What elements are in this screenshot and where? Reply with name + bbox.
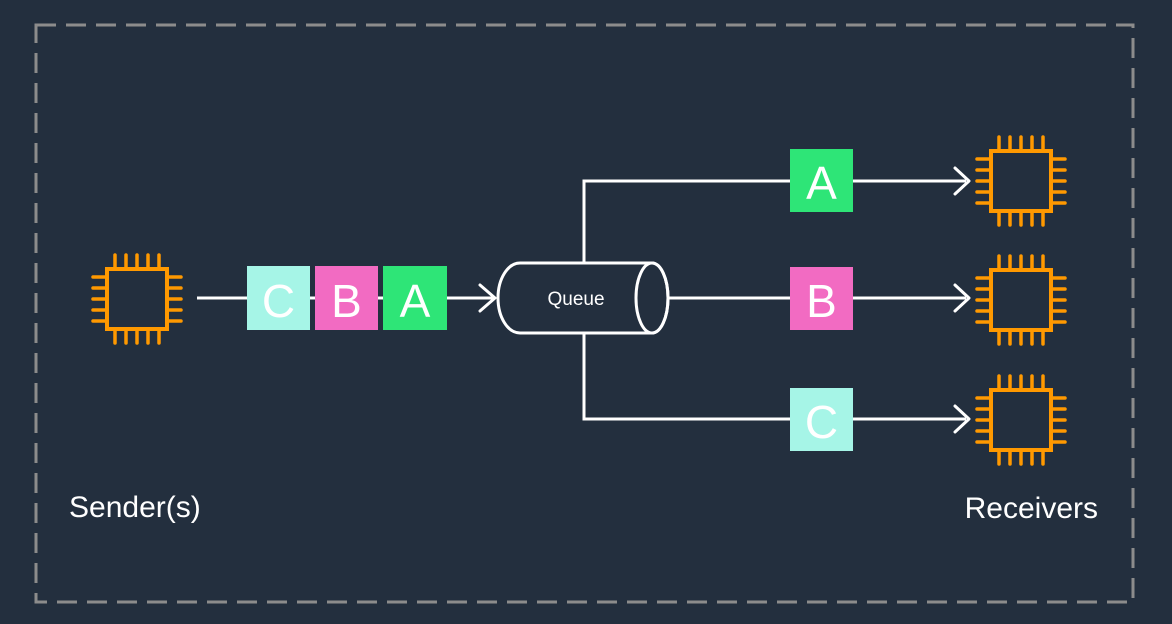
message-label: B xyxy=(806,275,837,327)
receiver-b-chip-icon xyxy=(975,254,1067,346)
receivers-label: Receivers xyxy=(965,492,1098,525)
fanout-up-line xyxy=(582,179,966,263)
delivered-message-a: A xyxy=(790,149,853,212)
message-in-transit-a: A xyxy=(383,266,447,330)
message-label: C xyxy=(262,275,295,327)
delivered-message-b: B xyxy=(790,267,853,330)
message-label: A xyxy=(806,157,837,209)
message-label: C xyxy=(805,396,838,448)
arrow-to-receiver-c-head xyxy=(953,404,971,434)
message-label: B xyxy=(331,275,362,327)
sender-label: Sender(s) xyxy=(69,491,201,524)
message-in-transit-b: B xyxy=(315,266,378,330)
delivered-message-c: C xyxy=(790,388,853,451)
arrow-to-receiver-b-head xyxy=(953,283,971,313)
receiver-c-chip-icon xyxy=(975,374,1067,466)
sender-chip-icon xyxy=(91,253,183,345)
queue-label: Queue xyxy=(547,289,604,310)
arrow-to-queue-head xyxy=(478,283,497,313)
message-label: A xyxy=(400,275,431,327)
fanout-down-line xyxy=(582,333,966,421)
queue-cylinder-icon xyxy=(496,261,670,335)
arrow-to-receiver-a-head xyxy=(953,166,971,196)
receiver-a-chip-icon xyxy=(975,135,1067,227)
diagram-border xyxy=(34,23,1135,604)
message-in-transit-c: C xyxy=(247,266,310,330)
